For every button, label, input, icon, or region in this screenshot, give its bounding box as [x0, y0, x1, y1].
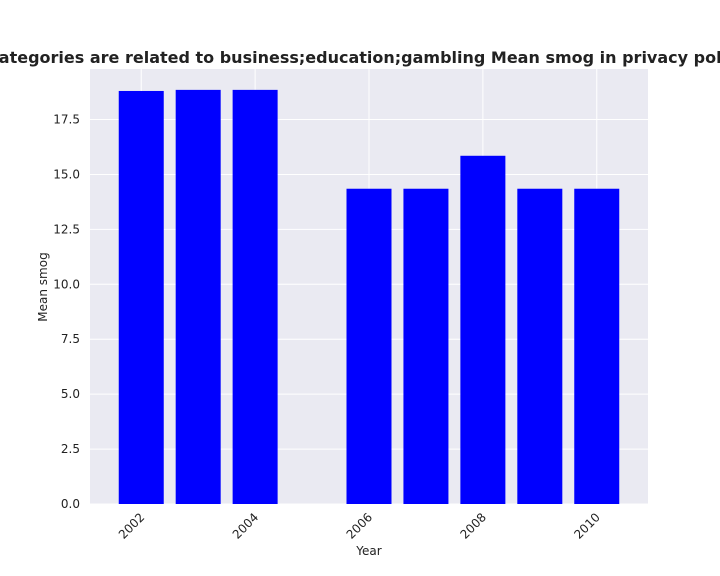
y-tick-label: 5.0	[61, 387, 80, 401]
bar-2009	[517, 188, 563, 504]
bar-2002	[118, 90, 164, 504]
y-tick-label: 17.5	[53, 113, 80, 127]
bar-2003	[175, 89, 221, 504]
y-tick-label: 2.5	[61, 442, 80, 456]
bar-2008	[460, 155, 506, 504]
x-tick-label: 2010	[571, 510, 602, 541]
x-tick-label: 2006	[344, 510, 375, 541]
x-tick-label: 2004	[230, 510, 261, 541]
y-tick-label: 10.0	[53, 277, 80, 291]
y-axis-label: Mean smog	[36, 252, 50, 321]
x-tick-labels: 2002 2004 2006 2008 2010	[116, 510, 603, 541]
bar-2010	[574, 188, 620, 504]
x-axis-label: Year	[355, 544, 381, 558]
bar-2006	[346, 188, 392, 504]
y-tick-label: 0.0	[61, 497, 80, 511]
bars	[118, 89, 620, 504]
x-tick-label: 2008	[457, 510, 488, 541]
chart-title: Apps when categories are related to busi…	[0, 48, 720, 67]
bar-2007	[403, 188, 449, 504]
y-tick-label: 15.0	[53, 167, 80, 181]
bar-2004	[232, 89, 278, 504]
x-tick-label: 2002	[116, 510, 147, 541]
y-tick-labels: 0.0 2.5 5.0 7.5 10.0 12.5 15.0 17.5	[53, 113, 80, 511]
y-tick-label: 12.5	[53, 222, 80, 236]
y-tick-label: 7.5	[61, 332, 80, 346]
